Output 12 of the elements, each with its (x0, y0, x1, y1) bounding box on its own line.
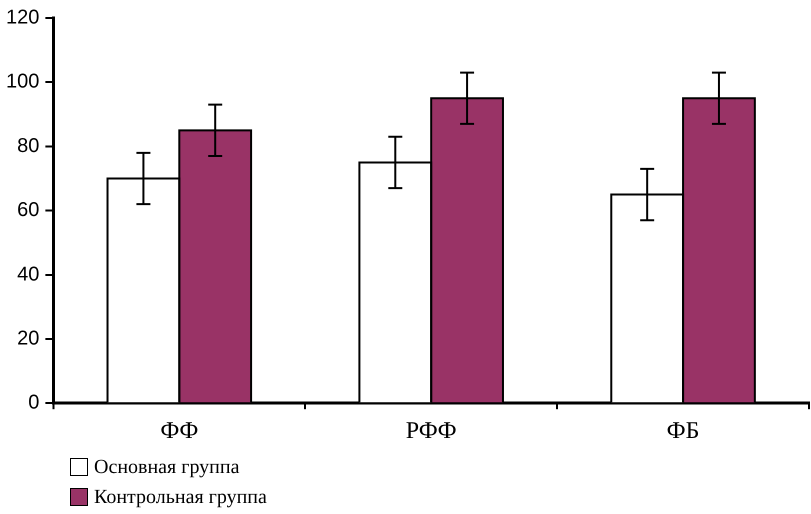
y-tick-label: 120 (6, 6, 40, 29)
y-tick-label: 80 (17, 134, 40, 157)
y-tick-label: 60 (17, 199, 40, 222)
legend-label: Контрольная группа (94, 486, 267, 508)
y-tick-label: 0 (28, 392, 40, 414)
y-tick-label: 20 (17, 328, 40, 350)
y-tick-label: 100 (6, 70, 40, 93)
x-tick-label: ФБ (666, 418, 700, 444)
text: Основная группа (94, 456, 240, 478)
y-tick-label: 40 (17, 263, 40, 286)
x-tick-label: РФФ (406, 418, 457, 444)
x-tick-label: ФФ (160, 418, 198, 444)
